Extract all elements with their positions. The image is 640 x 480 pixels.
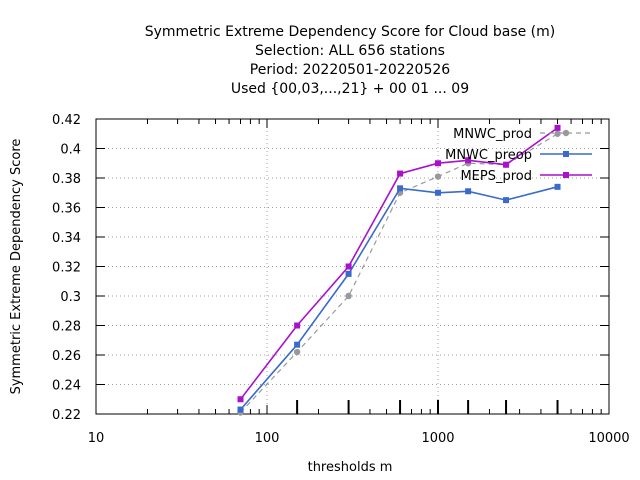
y-tick-label: 0.32 xyxy=(52,261,81,276)
series-line xyxy=(239,186,558,411)
y-tick-label: 0.4 xyxy=(60,143,81,158)
data-point xyxy=(554,124,561,131)
series-line xyxy=(239,127,558,400)
data-point xyxy=(554,183,561,190)
y-tick-label: 0.38 xyxy=(52,172,81,187)
data-point xyxy=(435,189,441,196)
legend-label: MNWC_preop xyxy=(445,148,532,163)
y-tick-label: 0.26 xyxy=(52,349,81,364)
x-tick-label: 1000 xyxy=(421,431,454,446)
y-tick-label: 0.22 xyxy=(52,408,81,423)
data-point xyxy=(397,170,404,177)
data-point xyxy=(465,157,472,164)
y-tick-label: 0.36 xyxy=(52,202,81,217)
data-point xyxy=(397,185,404,192)
threshold-marks xyxy=(296,400,559,414)
x-axis-label: thresholds m xyxy=(308,460,393,475)
data-point xyxy=(294,341,301,348)
y-tick-label: 0.24 xyxy=(52,379,81,394)
series xyxy=(237,124,561,416)
chart-title-line: Selection: ALL 656 stations xyxy=(255,43,445,59)
data-point xyxy=(554,130,561,137)
series-MEPS_prod xyxy=(237,124,561,403)
legend-swatch-marker xyxy=(563,151,569,157)
legend-label: MEPS_prod xyxy=(460,169,532,184)
chart-title-line: Symmetric Extreme Dependency Score for C… xyxy=(145,24,555,40)
data-point xyxy=(345,270,352,277)
x-tick-label: 100 xyxy=(255,431,280,446)
legend-swatch-marker xyxy=(563,172,569,178)
chart-title-line: Period: 20220501-20220526 xyxy=(250,62,450,78)
data-point xyxy=(435,160,441,167)
y-axis-label: Symmetric Extreme Dependency Score xyxy=(9,139,24,395)
chart-title: Symmetric Extreme Dependency Score for C… xyxy=(145,24,555,97)
y-axis-ticks: 0.22 0.24 0.26 0.28 0.3 0.32 0.34 0.36 0.38 0.4 0.… xyxy=(52,113,609,423)
data-point xyxy=(294,322,301,329)
data-point xyxy=(434,173,442,180)
series-MNWC_preop xyxy=(237,183,561,413)
data-point xyxy=(345,263,352,270)
y-tick-label: 0.34 xyxy=(52,231,81,246)
x-tick-label: 10000 xyxy=(588,431,629,446)
data-point xyxy=(293,348,301,356)
y-tick-label: 0.28 xyxy=(52,320,81,335)
legend-swatch-marker xyxy=(562,129,570,137)
data-point xyxy=(345,292,352,300)
x-axis-ticks: 10 100 1000 10000 xyxy=(88,119,630,446)
y-tick-label: 0.3 xyxy=(60,290,81,305)
y-tick-label: 0.42 xyxy=(52,113,81,128)
legend: MNWC_prod MNWC_preop MEPS_prod xyxy=(445,127,592,184)
data-point xyxy=(237,406,244,413)
data-point xyxy=(503,161,510,168)
legend-label: MNWC_prod xyxy=(453,127,532,142)
x-tick-label: 10 xyxy=(88,431,105,446)
chart-title-line: Used {00,03,...,21} + 00 01 ... 09 xyxy=(231,81,469,97)
data-point xyxy=(465,188,472,195)
data-point xyxy=(503,197,510,204)
data-point xyxy=(237,396,244,403)
